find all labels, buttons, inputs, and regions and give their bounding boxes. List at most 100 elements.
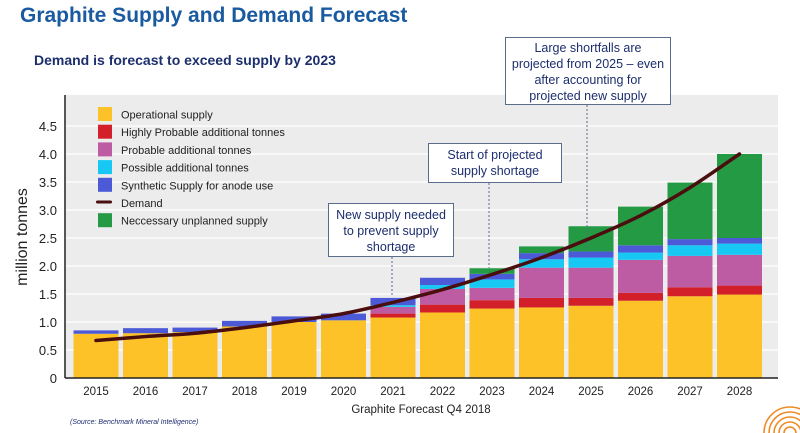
legend-swatch-demand	[96, 200, 112, 204]
bar-segment	[123, 328, 168, 334]
y-tick-label: 1.0	[39, 315, 57, 330]
x-tick-label: 2017	[182, 386, 208, 398]
bar-segment	[370, 305, 416, 307]
x-tick-label: 2015	[83, 386, 109, 398]
legend-swatch	[98, 177, 112, 192]
bar-segment	[717, 285, 762, 295]
y-tick-label: 1.5	[39, 287, 57, 302]
y-tick-label: 3.5	[39, 175, 57, 190]
callout-large-shortfalls: Large shortfalls are projected from 2025…	[505, 37, 671, 105]
bar-segment	[370, 317, 416, 378]
x-tick-label: 2016	[133, 386, 159, 398]
legend-swatch	[98, 107, 112, 121]
logo-arc	[783, 426, 797, 433]
x-tick-label: 2027	[677, 386, 703, 398]
bar-segment	[271, 322, 317, 378]
legend-label: Demand	[121, 198, 163, 210]
bar-segment	[618, 206, 663, 246]
x-tick-label: 2026	[628, 386, 654, 398]
logo-arc	[763, 406, 800, 433]
bar-segment	[420, 277, 465, 286]
bar-segment	[321, 320, 366, 378]
bar-segment	[469, 268, 515, 274]
bar-segment	[568, 305, 614, 378]
legend-swatch	[98, 160, 112, 175]
legend-swatch	[98, 124, 112, 139]
demand-line	[94, 152, 742, 343]
bar-segment	[469, 300, 515, 309]
legend-label: Operational supply	[121, 110, 213, 122]
bar-segment	[420, 304, 465, 313]
y-tick-label: 2.0	[39, 259, 57, 274]
y-tick-label: 4.5	[39, 119, 57, 134]
page-title: Graphite Supply and Demand Forecast	[20, 4, 408, 27]
bar-segment	[519, 297, 564, 308]
x-tick-label: 2018	[232, 386, 258, 398]
logo-arc	[778, 421, 800, 433]
logo-arc	[768, 411, 800, 433]
bar-segment	[667, 255, 713, 288]
bar-segment	[717, 243, 762, 255]
legend-swatch	[98, 213, 112, 228]
y-tick-label: 0	[50, 371, 57, 386]
legend-label: Synthetic Supply for anode use	[121, 180, 273, 192]
bar-segment	[73, 330, 119, 334]
bar-segment	[568, 297, 614, 306]
bar-segment	[469, 308, 515, 378]
bar-segment	[618, 245, 663, 253]
bar-segment	[568, 267, 614, 298]
x-tick-label: 2022	[430, 386, 456, 398]
bar-segment	[519, 307, 564, 378]
bar-segment	[321, 313, 366, 321]
bar-segment	[568, 257, 614, 268]
bar-segment	[568, 251, 614, 258]
x-tick-label: 2024	[529, 386, 555, 398]
y-tick-label: 0.5	[39, 343, 57, 358]
x-tick-label: 2028	[727, 386, 753, 398]
bar-segment	[618, 259, 663, 293]
bar-segment	[618, 300, 663, 378]
bar-segment	[370, 313, 416, 318]
bar-segment	[717, 154, 762, 238]
bar-segment	[519, 267, 564, 298]
bar-segment	[420, 285, 465, 289]
callout-start-shortage: Start of projected supply shortage	[428, 143, 562, 183]
subtitle: Demand is forecast to exceed supply by 2…	[34, 52, 336, 68]
x-tick-label: 2025	[578, 386, 604, 398]
bar-segment	[469, 287, 515, 301]
bar-segment	[469, 279, 515, 288]
legend-label: Possible additional tonnes	[121, 163, 249, 175]
bar-segment	[618, 252, 663, 260]
bar-segment	[519, 259, 564, 268]
bar-segment	[469, 273, 515, 280]
bar-segment	[667, 287, 713, 297]
bar-segment	[370, 306, 416, 314]
x-axis-title: Graphite Forecast Q4 2018	[351, 404, 490, 416]
legend-swatch	[98, 142, 112, 157]
legend-label: Probable additional tonnes	[121, 145, 252, 157]
bar-segment	[519, 246, 564, 254]
x-tick-label: 2019	[281, 386, 307, 398]
y-tick-label: 2.5	[39, 231, 57, 246]
source-note: (Source: Benchmark Mineral Intelligence)	[70, 419, 199, 426]
y-axis-title: million tonnes	[14, 188, 31, 286]
bar-segment	[618, 292, 663, 301]
legend-label: Highly Probable additional tonnes	[121, 127, 285, 139]
bar-segment	[717, 238, 762, 244]
x-tick-label: 2020	[331, 386, 357, 398]
bar-segment	[222, 326, 267, 378]
x-tick-label: 2021	[380, 386, 406, 398]
logo-arc	[773, 416, 800, 433]
bar-segment	[172, 327, 218, 333]
bar-segment	[667, 239, 713, 246]
bar-segment	[123, 333, 168, 378]
bar-segment	[667, 182, 713, 240]
bar-segment	[172, 332, 218, 378]
callout-new-supply: New supply needed to prevent supply shor…	[328, 203, 454, 257]
bar-segment	[420, 312, 465, 378]
y-tick-label: 4.0	[39, 147, 57, 162]
bar-segment	[717, 294, 762, 378]
x-tick-label: 2023	[479, 386, 505, 398]
bar-segment	[717, 254, 762, 286]
